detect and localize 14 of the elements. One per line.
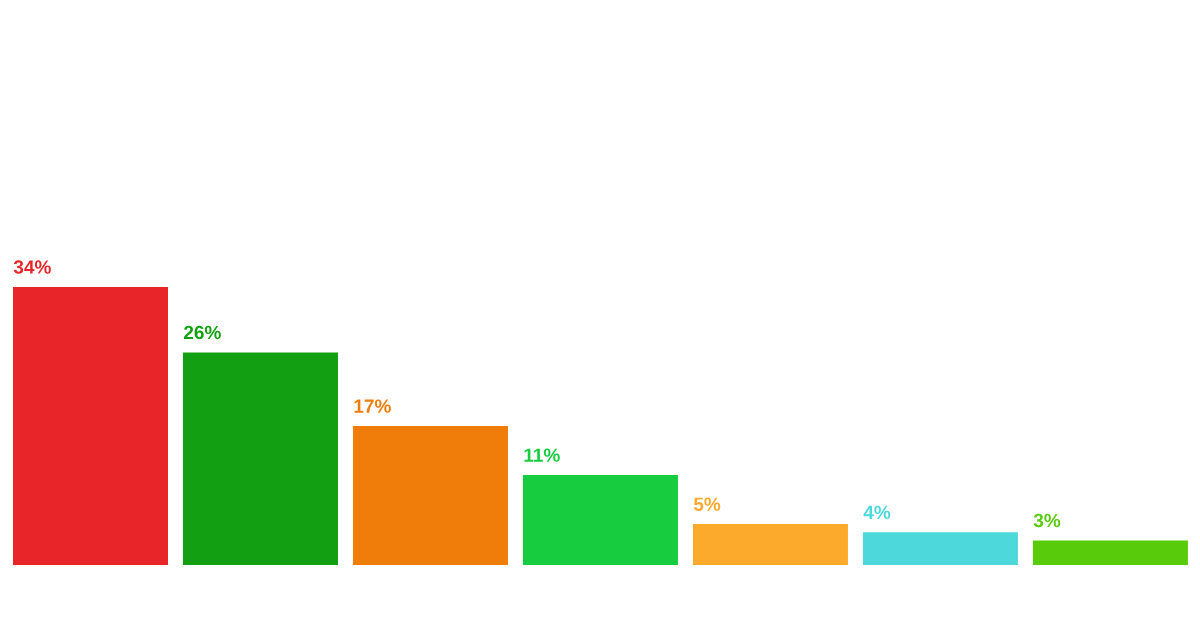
data-label: 3% — [1033, 513, 1061, 528]
bar — [352, 426, 508, 565]
bar — [862, 532, 1018, 565]
data-label: 11% — [524, 448, 560, 462]
bar — [182, 352, 338, 565]
bar — [692, 524, 848, 565]
data-label: 5% — [693, 497, 721, 511]
bar — [12, 287, 168, 565]
data-label: 34% — [13, 260, 51, 274]
bar — [522, 475, 678, 565]
data-label: 26% — [183, 325, 221, 340]
data-label: 4% — [863, 505, 891, 520]
bar — [1032, 540, 1188, 565]
data-label: 17% — [354, 399, 391, 413]
